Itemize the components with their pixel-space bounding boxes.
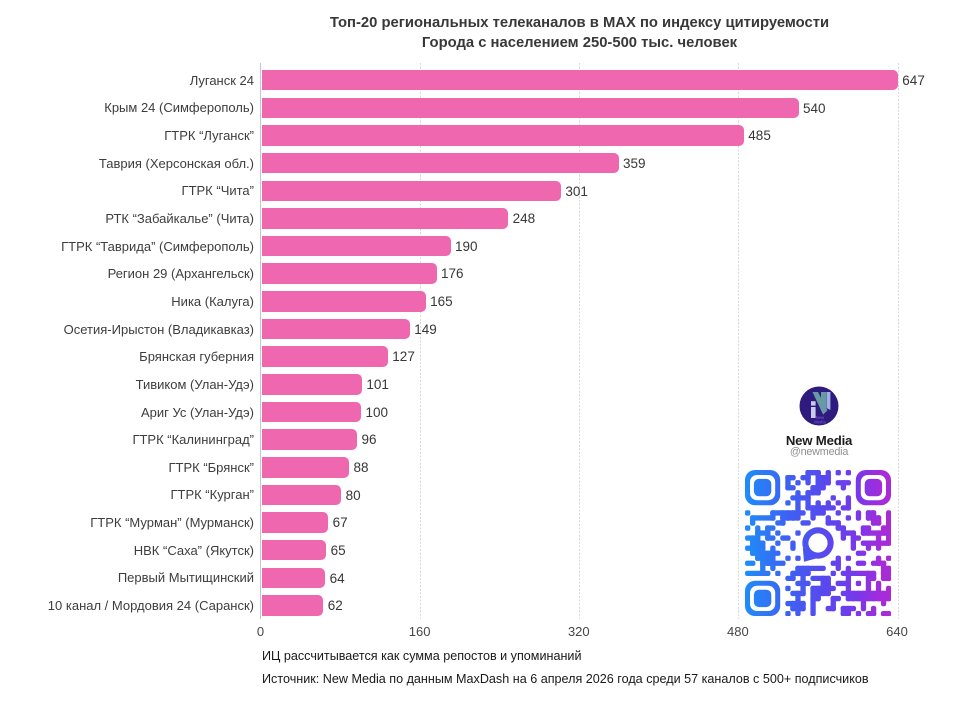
svg-text:New: New (816, 415, 825, 420)
svg-text:Media: Media (814, 420, 826, 425)
